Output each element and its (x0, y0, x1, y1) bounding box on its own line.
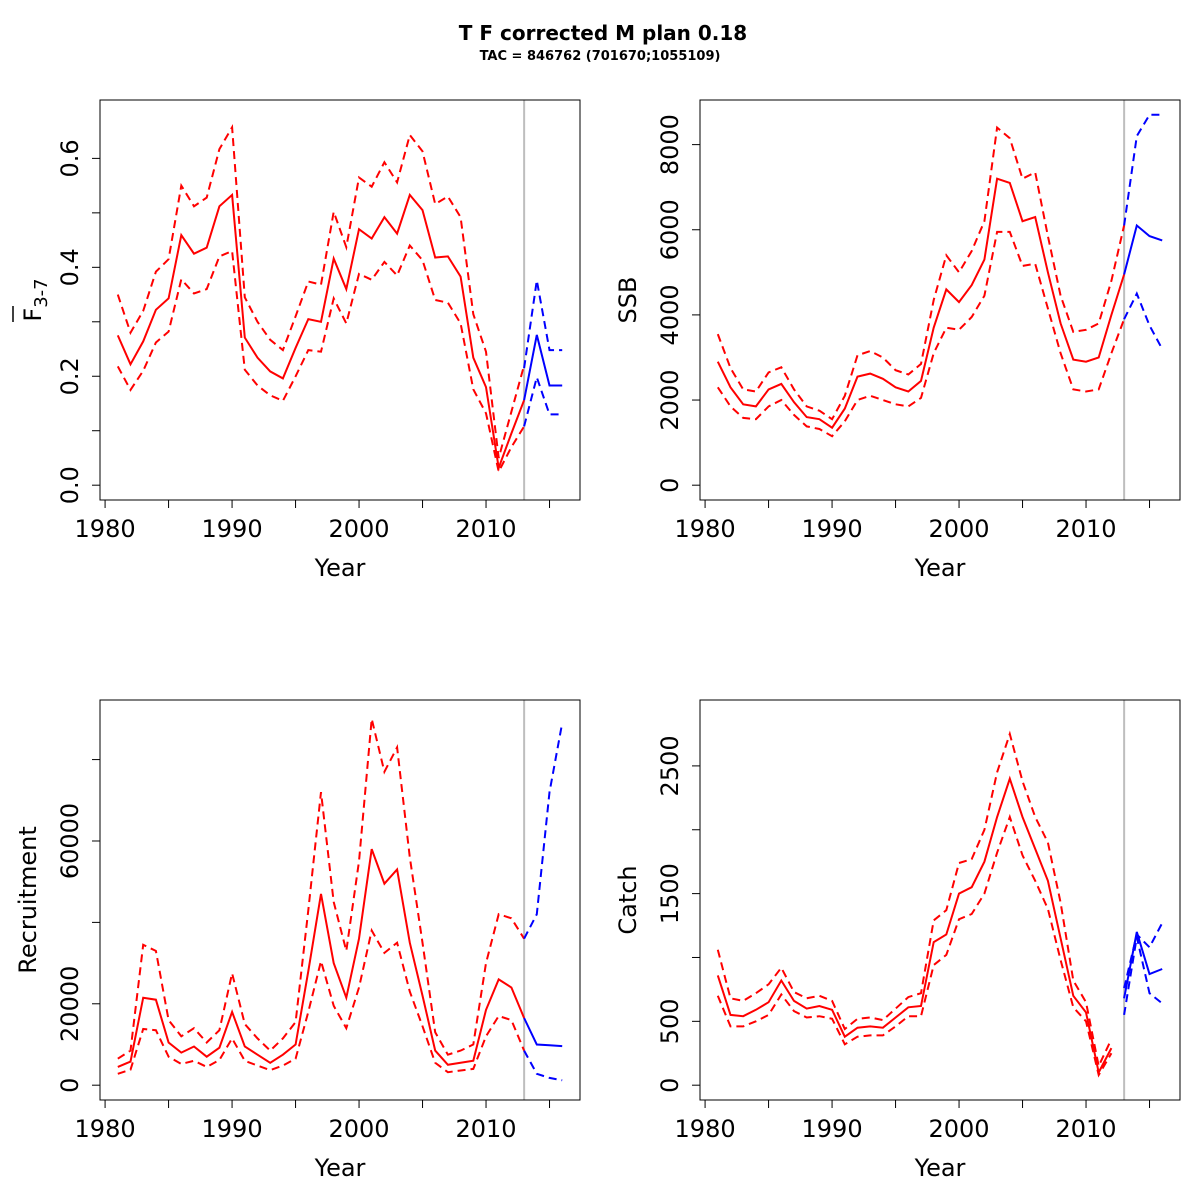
y-tick-label: 500 (656, 998, 684, 1044)
series-history-bound-line (716, 125, 1126, 421)
x-tick-label: 2010 (1055, 515, 1116, 543)
x-tick-label: 2000 (929, 515, 990, 543)
x-tick-label: 2000 (329, 1115, 390, 1143)
series-projection-bound-line (1123, 936, 1163, 1016)
y-tick-label: 0 (656, 1078, 684, 1093)
x-axis-label: Year (914, 1154, 966, 1182)
panel-catch: 1980 1990 2000 2010 0 500 1500 2500 Year Catch (614, 699, 1181, 1182)
y-tick-label: 0.0 (56, 466, 84, 504)
panel-ssb: 1980 1990 2000 2010 0 2000 4000 6000 8000 Year SSB (614, 99, 1181, 582)
series-projection-bound-line (1123, 922, 1164, 989)
y-tick-label: 6000 (656, 199, 684, 260)
y-tick-label: 2000 (656, 370, 684, 431)
series-projection-bound-line (523, 722, 564, 940)
series-projection-bound-line (523, 373, 563, 427)
x-tick-label: 2000 (329, 515, 390, 543)
series-projection-bound-line (1123, 291, 1164, 350)
series-projection-estimate-line (523, 334, 563, 401)
x-tick-label: 1980 (675, 515, 736, 543)
y-axis-label: F3-7 (19, 278, 52, 321)
x-tick-label: 1990 (202, 1115, 263, 1143)
series-projection-bound-line (523, 280, 563, 369)
y-tick-label: 0.4 (56, 248, 84, 286)
x-tick-label: 1980 (75, 515, 136, 543)
y-tick-label: 1500 (656, 863, 684, 924)
series-history-bound-line (117, 718, 525, 1060)
y-axis-label: SSB (614, 277, 642, 324)
series-history-bound-line (116, 124, 526, 459)
y-tick-label: 0.2 (56, 357, 84, 395)
panel-recruitment: 1980 1990 2000 2010 0 20000 60000 Year Recruitme… (14, 699, 581, 1182)
panels-group: 1980 1990 2000 20100.00.20.40.6YearF3-71980… (12, 99, 1181, 1182)
y-tick-label: 20000 (56, 966, 84, 1042)
series-history-bound-line (117, 927, 526, 1075)
series-projection-estimate-line (523, 1017, 563, 1048)
series-history-estimate-line (116, 192, 526, 472)
plot-frame (99, 99, 581, 501)
series-history-bound-line (716, 230, 1126, 438)
y-tick-label: 60000 (56, 803, 84, 879)
x-tick-label: 1990 (802, 515, 863, 543)
series-history-bound-line (116, 243, 525, 475)
y-tick-label: 0 (656, 478, 684, 493)
series-history-estimate-line (716, 177, 1126, 430)
x-tick-label: 1980 (75, 1115, 136, 1143)
x-tick-label: 2010 (455, 1115, 516, 1143)
figure-subtitle: TAC = 846762 (701670;1055109) (480, 49, 721, 64)
series-history-estimate-line (117, 848, 526, 1068)
series-history-bound-line (716, 813, 1113, 1078)
plot-frame (99, 699, 581, 1101)
y-tick-label: 0.6 (56, 139, 84, 177)
series-projection-bound-line (1123, 113, 1163, 226)
x-tick-label: 1990 (202, 515, 263, 543)
x-tick-label: 1980 (675, 1115, 736, 1143)
x-axis-label: Year (314, 554, 366, 582)
y-tick-label: 4000 (656, 284, 684, 345)
panel-fbar: 1980 1990 2000 2010 0.0 0.2 0.4 0.6 Year F3-7 (12, 99, 581, 582)
y-axis-label: Catch (614, 865, 642, 934)
y-axis-label: Recruitment (14, 826, 42, 973)
figure-title: T F corrected M plan 0.18 (459, 21, 747, 45)
x-tick-label: 2010 (455, 515, 516, 543)
x-axis-label: Year (914, 554, 966, 582)
series-history-estimate-line (716, 775, 1113, 1076)
x-tick-label: 2010 (1055, 1115, 1116, 1143)
series-projection-estimate-line (1123, 223, 1163, 275)
y-tick-label: 8000 (656, 114, 684, 175)
series-history-bound-line (716, 730, 1113, 1070)
x-tick-label: 1990 (802, 1115, 863, 1143)
y-tick-label: 0 (56, 1078, 84, 1093)
series-projection-bound-line (523, 1050, 563, 1082)
x-axis-label: Year (314, 1154, 366, 1182)
y-tick-label: 2500 (656, 735, 684, 796)
series-projection-estimate-line (1123, 931, 1163, 999)
x-tick-label: 2000 (929, 1115, 990, 1143)
plot-frame (699, 99, 1181, 501)
plot-frame (699, 699, 1181, 1101)
